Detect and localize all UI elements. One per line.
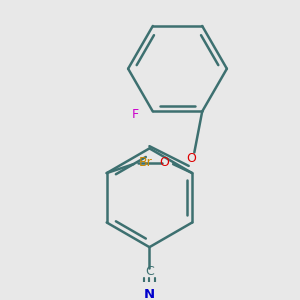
Text: Br: Br [139, 157, 153, 169]
Text: O: O [159, 157, 169, 169]
Text: N: N [144, 288, 155, 300]
Text: F: F [132, 108, 139, 122]
Text: C: C [145, 265, 154, 278]
Text: O: O [186, 152, 196, 165]
